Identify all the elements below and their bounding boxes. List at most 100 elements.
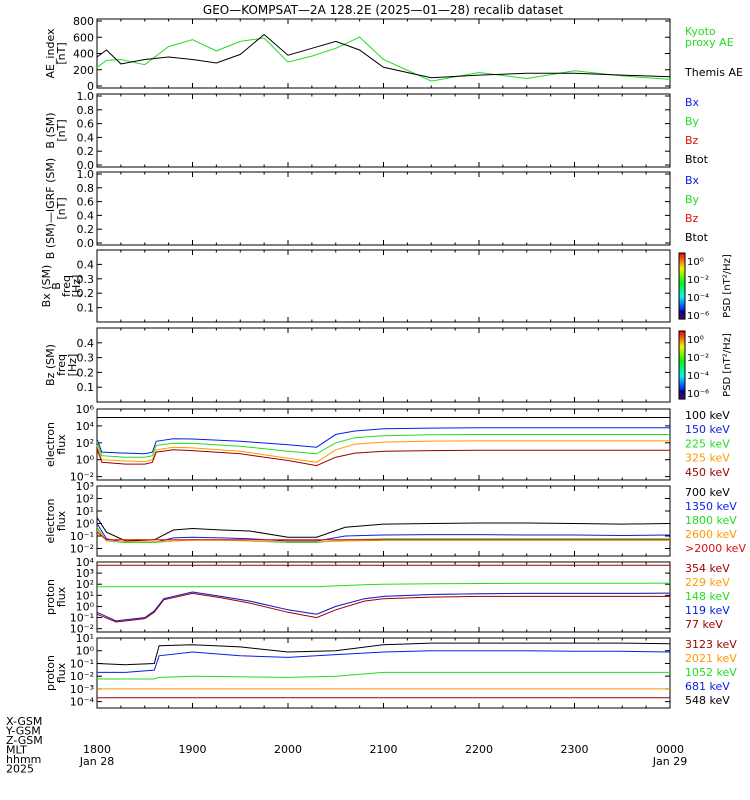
series-label: Kyoto — [685, 25, 716, 38]
series-group — [96, 564, 671, 623]
colorbar-cell — [679, 369, 685, 372]
y-axis-label: Bz (SM) — [44, 344, 57, 386]
y-tick-label: 10⁻¹ — [70, 530, 94, 543]
y-axis-label: AE_index — [44, 28, 57, 79]
series-line — [96, 448, 670, 467]
y-tick-label: 200 — [73, 64, 94, 77]
x-row-label: Y-GSM — [5, 725, 41, 738]
colorbar-cell — [679, 384, 685, 387]
y-tick-label: 0.1 — [77, 302, 95, 315]
colorbar-cell — [679, 350, 685, 353]
series-label: Bx — [685, 174, 700, 187]
y-tick-label: 0.6 — [77, 118, 95, 131]
y-axis-label: flux — [55, 586, 68, 607]
panel-frame — [96, 485, 671, 557]
x-tick-label: 2300 — [561, 743, 589, 756]
y-tick-label: 10² — [76, 578, 94, 591]
colorbar-cell — [679, 382, 685, 385]
colorbar-cell — [679, 335, 685, 338]
y-axis-label: [Hz] — [70, 275, 83, 298]
colorbar-cell — [679, 300, 685, 304]
y-tick-label: 10⁻¹ — [70, 612, 94, 625]
series-line — [97, 671, 670, 680]
series-line — [96, 642, 671, 666]
colorbar-cell — [679, 396, 685, 400]
colorbar-cell — [679, 390, 685, 394]
y-tick-label: 10¹ — [76, 589, 94, 602]
colorbar-tick-label: 10⁰ — [687, 257, 704, 268]
series-label: Bz — [685, 134, 699, 147]
y-axis-label: flux — [55, 510, 68, 531]
panel-frame — [96, 93, 671, 168]
x-tick-label: 2000 — [274, 743, 302, 756]
colorbar-cell — [679, 339, 685, 343]
colorbar-cell — [679, 277, 685, 281]
colorbar-cell — [679, 304, 685, 308]
x-row-label: 2025 — [6, 763, 34, 776]
colorbar-cell — [679, 367, 685, 370]
colorbar-cell — [679, 352, 685, 355]
colorbar-cell — [679, 265, 685, 269]
y-tick-label: 1.0 — [77, 90, 95, 103]
series-group — [96, 33, 671, 82]
x-row-label: hhmm — [6, 753, 41, 766]
x-row-label: Z-GSM — [6, 734, 43, 747]
colorbar-tick-label: 10⁻² — [687, 353, 709, 364]
series-line — [96, 434, 670, 458]
y-tick-label: 0.0 — [77, 159, 95, 172]
x-tick-label: 1900 — [179, 743, 207, 756]
colorbar-cell — [679, 356, 685, 360]
colorbar-cell — [679, 261, 685, 264]
series-label: 354 keV — [685, 562, 730, 575]
colorbar-cell — [679, 362, 685, 366]
y-tick-label: 800 — [73, 15, 94, 28]
y-axis-label: flux — [55, 662, 68, 683]
y-tick-label: 0.4 — [77, 209, 95, 222]
x-tick-label: 2200 — [465, 743, 493, 756]
colorbar-label: PSD [nT²/Hz] — [722, 333, 733, 397]
panel-b: 1.00.80.60.40.20.0 B (SM)[nT] Bx By Bz Btot — [44, 90, 709, 172]
y-tick-label: 10⁰ — [76, 454, 95, 467]
colorbar-cell — [679, 296, 685, 299]
series-line — [97, 650, 671, 673]
colorbar-cell — [679, 316, 685, 320]
y-tick-label: 10¹ — [76, 505, 94, 518]
series-group — [96, 517, 671, 543]
y-tick-label: 0.6 — [77, 196, 95, 209]
y-axis-label: [nT] — [55, 42, 68, 64]
colorbar-cell — [679, 345, 685, 349]
series-line — [97, 582, 671, 588]
panel-bzspec: 0.40.30.20.1Bz (SM)freq[Hz]10⁰10⁻²10⁻⁴10… — [44, 327, 733, 403]
colorbar-cell — [679, 360, 685, 364]
colorbar-tick-label: 10⁻⁴ — [687, 371, 709, 382]
series-label: Bz — [685, 212, 699, 225]
colorbar-cell — [679, 386, 685, 389]
y-tick-label: 1.0 — [77, 168, 95, 181]
colorbar-cell — [679, 292, 685, 295]
y-axis-label: freq — [60, 275, 73, 297]
series-label: 119 keV — [685, 604, 730, 617]
colorbar-tick-label: 10⁻² — [687, 275, 709, 286]
colorbar-cell — [679, 333, 685, 336]
colorbar-cell — [679, 341, 685, 345]
colorbar-cell — [679, 273, 685, 277]
series-label: By — [685, 115, 700, 128]
series-label: 325 keV — [685, 452, 730, 465]
colorbar-cell — [679, 331, 685, 334]
y-tick-label: 10¹ — [76, 632, 94, 645]
colorbar-cell — [679, 306, 685, 310]
colorbar-cell — [679, 388, 685, 392]
page-title: GEO—KOMPSAT—2A 128.2E (2025—01—28) recal… — [203, 3, 563, 17]
panel-frame — [96, 18, 671, 89]
y-axis-label: B (SM)—IGRF (SM) — [44, 158, 57, 259]
panel-frame — [96, 249, 671, 323]
series-label: 2600 keV — [685, 528, 737, 541]
colorbar-cell — [679, 308, 685, 312]
colorbar-cell — [679, 275, 685, 279]
series-line — [96, 427, 670, 455]
